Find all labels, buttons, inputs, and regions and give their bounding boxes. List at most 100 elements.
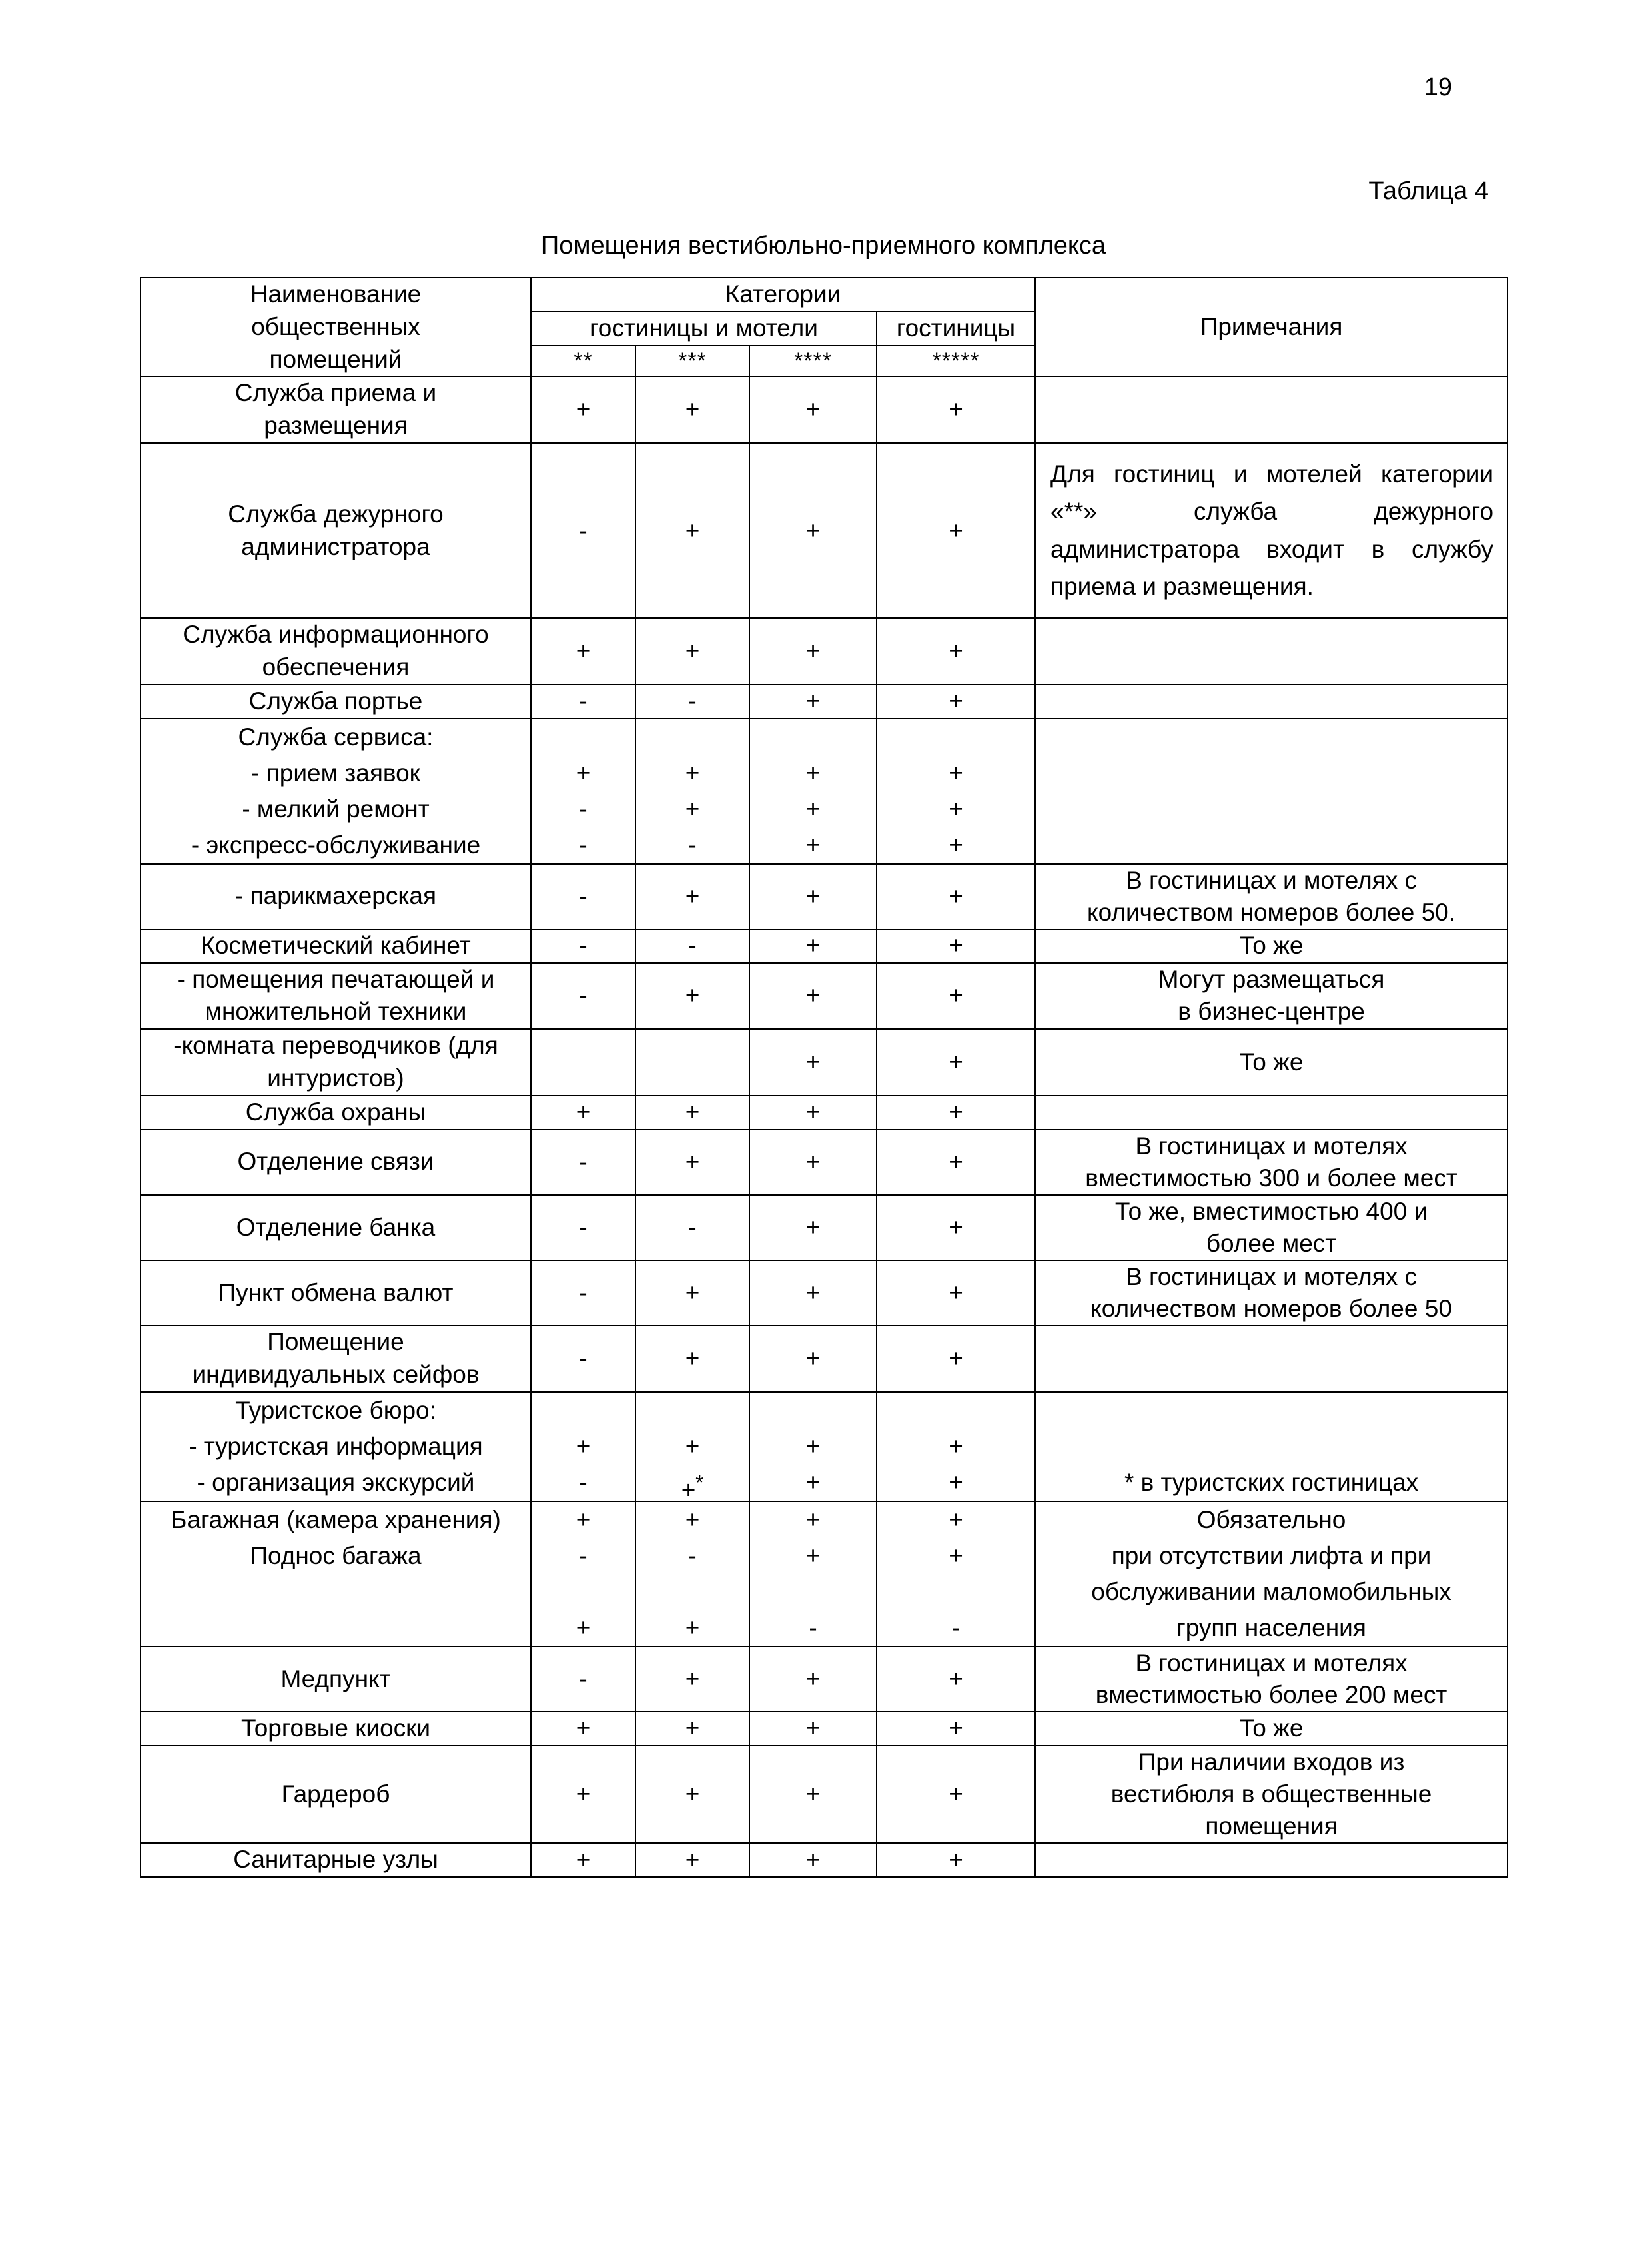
row-premises-name-line: Косметический кабинет: [201, 931, 471, 959]
lobby-premises-table: Наименование общественных помещений Кате…: [140, 276, 1509, 1878]
row-mark: +*: [681, 1470, 704, 1504]
row-mark: +: [576, 1432, 591, 1460]
row-note-line: более мест: [1206, 1230, 1337, 1257]
row-mark-cell: +: [749, 1194, 877, 1262]
table-row: - помещения печатающей и множительной тех…: [140, 962, 1509, 1030]
header-categories: Категории: [530, 277, 1036, 312]
row-note-line: Могут размещаться: [1158, 966, 1385, 994]
row-mark-cell: +: [749, 1711, 877, 1746]
row-premises-name-line: множительной техники: [205, 998, 467, 1026]
row-note-line: вместимостью более 200 мест: [1095, 1681, 1447, 1709]
table-row: Багажная (камера хранения) Поднос багажа …: [140, 1500, 1509, 1647]
row-mark: +: [805, 759, 821, 787]
header-stars-4: ****: [749, 344, 877, 378]
row-premises-name-line: Туристское бюро:: [235, 1396, 436, 1424]
row-mark-cell: + - +: [635, 1500, 750, 1647]
row-mark-cell: +: [635, 617, 750, 685]
row-mark-cell: [635, 1028, 750, 1096]
row-premises-name: Отделение связи: [140, 1128, 532, 1196]
row-premises-name-line: Служба информационного: [183, 621, 489, 649]
row-mark-cell: +: [635, 1260, 750, 1327]
page-number: 19: [1424, 73, 1452, 101]
row-mark: +: [949, 1432, 963, 1460]
row-mark: -: [579, 795, 588, 823]
row-premises-name-line: Отделение связи: [237, 1148, 434, 1176]
table-row: Служба сервиса: - прием заявок - мелкий ре…: [140, 717, 1509, 865]
row-note-cell: При наличии входов из вестибюля в обществ…: [1034, 1744, 1509, 1844]
row-mark-cell: +: [749, 376, 877, 444]
row-premises-name: Служба охраны: [140, 1094, 532, 1130]
row-mark-cell: +: [875, 928, 1036, 964]
row-premises-name: Служба информационного обеспечения: [140, 617, 532, 685]
row-mark: +: [805, 1505, 821, 1533]
table-row: Санитарные узлы + + + +: [140, 1842, 1509, 1878]
row-note-line: В гостиницах и мотелях: [1135, 1649, 1408, 1677]
row-mark-cell: [530, 1028, 636, 1096]
table-row: Торговые киоски + + + + То же: [140, 1711, 1509, 1746]
row-mark-cell: -: [530, 928, 636, 964]
row-note-line: при отсутствии лифта и при: [1111, 1541, 1432, 1569]
row-mark: +: [949, 759, 963, 787]
header-stars-3: ***: [635, 344, 750, 378]
row-note-line: В гостиницах и мотелях с: [1126, 866, 1417, 894]
row-premises-name-line: Служба дежурного: [228, 500, 444, 528]
row-note-line: В гостиницах и мотелях: [1135, 1132, 1408, 1160]
row-mark-cell: + +: [749, 1391, 877, 1502]
row-mark-cell: +: [875, 962, 1036, 1030]
row-mark-cell: -: [635, 1194, 750, 1262]
row-mark-cell: +: [749, 863, 877, 930]
table-row: Туристское бюро: - туристская информация -…: [140, 1391, 1509, 1504]
row-premises-name: -комната переводчиков (для интуристов): [140, 1028, 532, 1096]
table-head: Наименование общественных помещений Кате…: [140, 276, 1509, 378]
row-premises-name: Косметический кабинет: [140, 928, 532, 964]
row-mark-cell: +: [875, 1744, 1036, 1844]
header-group-hotels-motels: гостиницы и мотели: [530, 310, 877, 346]
row-note-cell: Могут размещаться в бизнес-центре: [1034, 962, 1509, 1030]
row-mark-cell: +: [635, 442, 750, 619]
row-mark: +: [805, 831, 821, 859]
row-mark-cell: +: [875, 1711, 1036, 1746]
row-note-cell: То же: [1034, 928, 1509, 964]
row-mark-cell: +: [635, 1842, 750, 1878]
row-note-line: помещения: [1205, 1812, 1338, 1840]
row-mark-cell: -: [530, 863, 636, 930]
row-mark-cell: -: [530, 683, 636, 719]
row-mark-cell: +: [875, 1645, 1036, 1713]
row-premises-name-line: Поднос багажа: [250, 1541, 422, 1569]
row-mark-cell: +: [635, 1094, 750, 1130]
row-note-cell: [1034, 376, 1509, 444]
row-mark-cell: +: [749, 1094, 877, 1130]
row-note-cell: [1034, 683, 1509, 719]
row-premises-name-line: - прием заявок: [251, 759, 420, 787]
row-mark: +: [949, 795, 963, 823]
row-mark: +: [685, 1613, 700, 1641]
row-premises-name-line: - мелкий ремонт: [242, 795, 430, 823]
row-premises-name: Помещение индивидуальных сейфов: [140, 1325, 532, 1393]
row-mark-cell: +: [749, 1744, 877, 1844]
row-mark-cell: + -: [530, 1391, 636, 1502]
table-row: Служба дежурного администратора - + + + Для го…: [140, 442, 1509, 619]
row-mark-cell: +: [635, 1645, 750, 1713]
row-mark: +: [949, 1505, 963, 1533]
row-mark-cell: +: [635, 863, 750, 930]
row-note-line: Обязательно: [1196, 1505, 1346, 1533]
row-premises-name-line: -комната переводчиков (для: [173, 1032, 498, 1060]
row-note-line: * в туристских гостиницах: [1124, 1468, 1419, 1496]
row-mark-cell: +: [875, 1325, 1036, 1393]
row-note-line: вестибюля в общественные: [1110, 1780, 1432, 1808]
row-note-cell: В гостиницах и мотелях вместимостью 300 и…: [1034, 1128, 1509, 1196]
row-premises-name: Отделение банка: [140, 1194, 532, 1262]
table-header-row-1: Наименование общественных помещений Кате…: [140, 276, 1509, 378]
table-row: Служба портье - - + +: [140, 683, 1509, 719]
row-premises-name-line: - организация экскурсий: [197, 1468, 475, 1496]
row-mark: +: [805, 795, 821, 823]
row-note-cell: [1034, 1325, 1509, 1393]
row-mark-cell: -: [530, 1645, 636, 1713]
row-mark-cell: -: [635, 683, 750, 719]
row-mark-cell: +: [749, 1128, 877, 1196]
row-mark-cell: +: [749, 1842, 877, 1878]
row-mark: -: [688, 831, 697, 859]
row-mark-cell: +: [749, 928, 877, 964]
table-row: - парикмахерская - + + + В гостиницах и мотел…: [140, 863, 1509, 930]
table-row: Медпункт - + + + В гостиницах и мотелях вмести…: [140, 1645, 1509, 1713]
